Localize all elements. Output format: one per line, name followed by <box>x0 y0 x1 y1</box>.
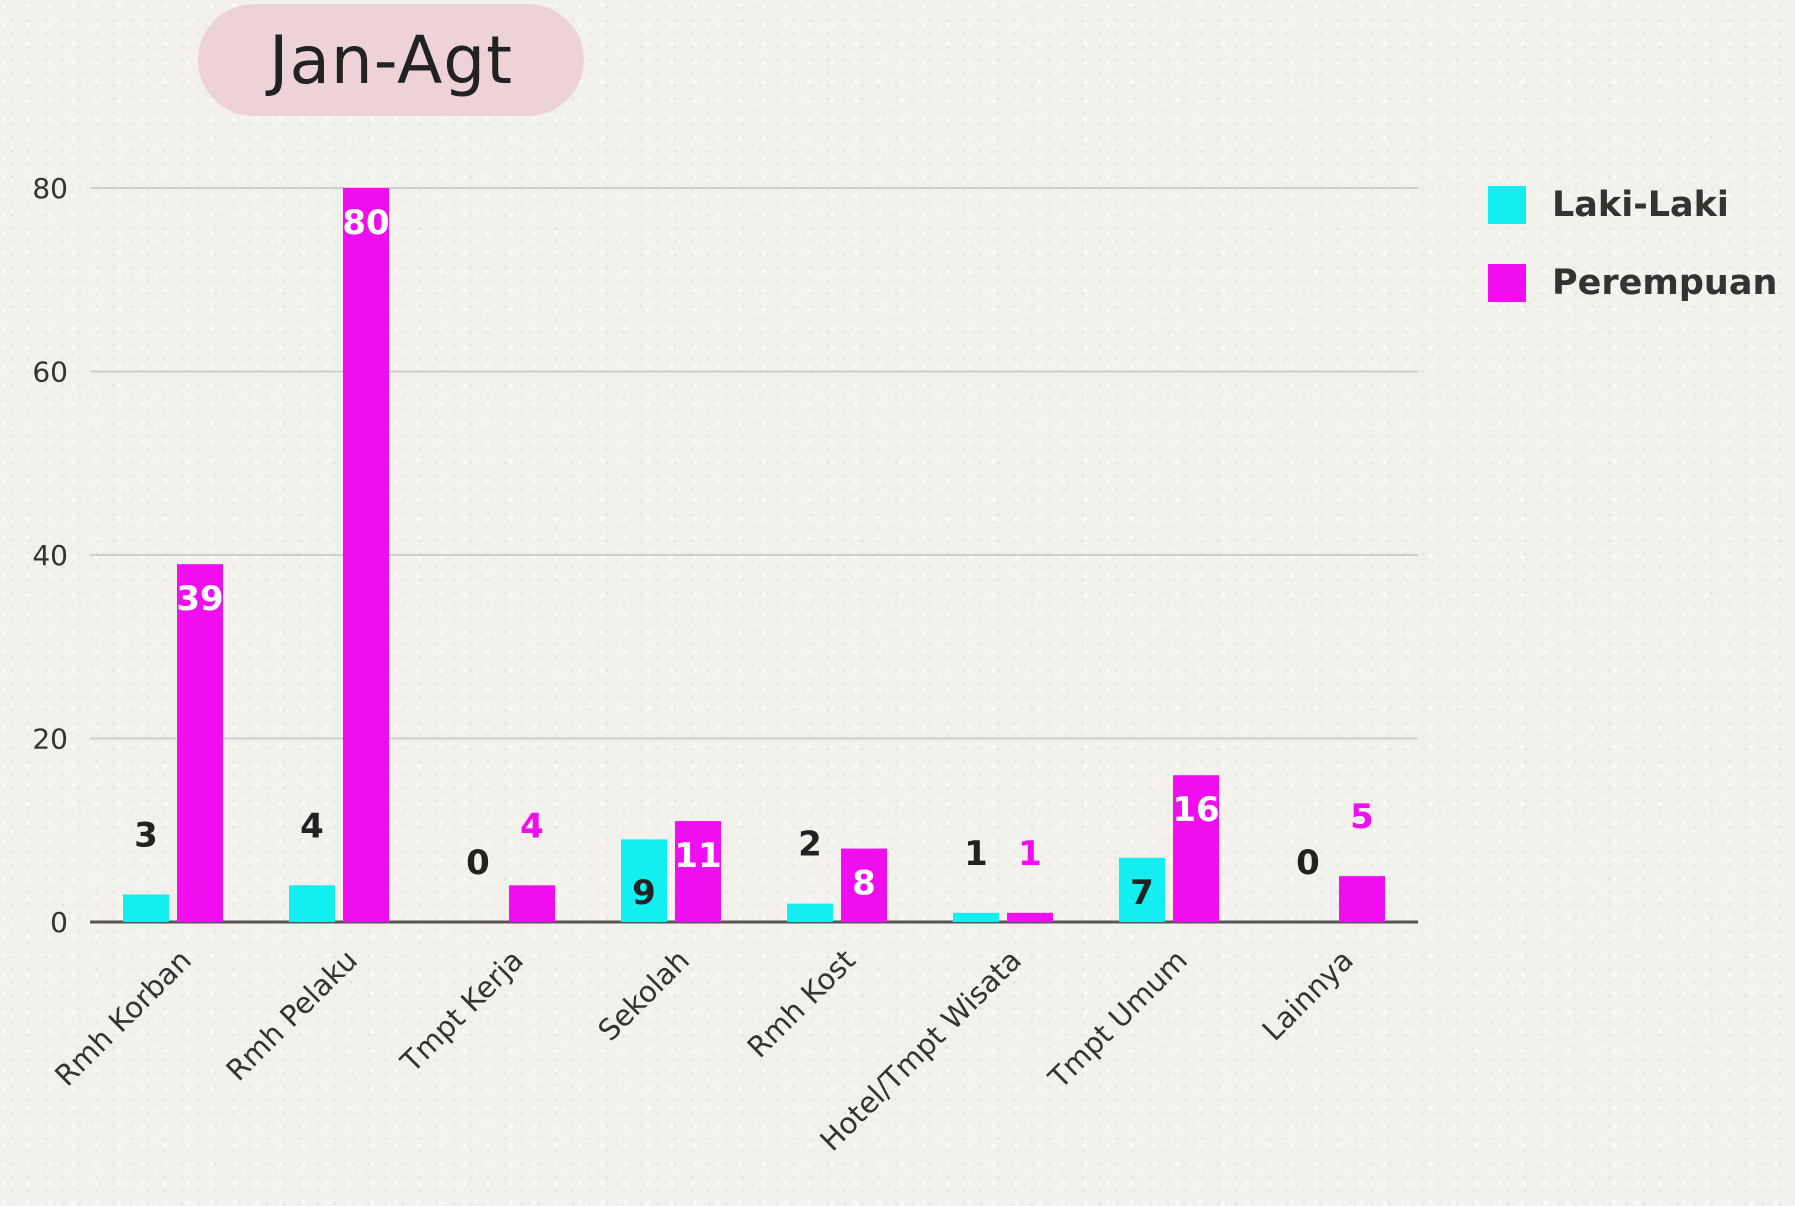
data-label: 39 <box>176 579 223 619</box>
bar-perempuan[interactable] <box>1339 876 1385 922</box>
bar-perempuan[interactable] <box>177 564 223 922</box>
legend-item-perempuan[interactable]: Perempuan <box>1488 244 1777 322</box>
data-label: 1 <box>1018 834 1042 874</box>
bar-laki-laki[interactable] <box>621 839 667 922</box>
x-tick-label: Tmpt Umum <box>1041 943 1194 1096</box>
x-tick-label: Rmh Korban <box>48 943 198 1093</box>
x-tick-label: Rmh Kost <box>740 943 861 1064</box>
y-tick-label: 60 <box>32 356 68 389</box>
data-label: 1 <box>964 834 988 874</box>
bar-perempuan[interactable] <box>509 885 555 922</box>
x-tick-label: Sekolah <box>591 943 696 1048</box>
bar-laki-laki[interactable] <box>289 885 335 922</box>
x-axis-ticks: Rmh Korban Rmh Pelaku Tmpt Kerja Sekolah Rmh… <box>48 943 1360 1158</box>
bar-perempuan[interactable] <box>841 848 887 922</box>
bar-laki-laki[interactable] <box>953 912 999 922</box>
bar-perempuan[interactable] <box>675 821 721 922</box>
legend-label: Laki-Laki <box>1552 185 1729 225</box>
data-label: 0 <box>466 843 490 883</box>
legend: Laki-Laki Perempuan <box>1488 166 1777 322</box>
x-tick-label: Rmh Pelaku <box>219 943 364 1088</box>
y-tick-label: 40 <box>32 539 68 572</box>
data-label: 11 <box>674 836 721 876</box>
chart-title-badge <box>198 4 584 116</box>
bar-laki-laki[interactable] <box>1119 857 1165 922</box>
bar-perempuan[interactable] <box>343 188 389 922</box>
data-label: 80 <box>342 203 389 243</box>
data-label: 2 <box>798 825 822 865</box>
y-tick-label: 80 <box>32 172 68 205</box>
y-tick-label: 0 <box>50 906 68 939</box>
data-label: 3 <box>134 815 158 855</box>
chart-title: Jan-Agt <box>268 21 514 99</box>
data-label: 8 <box>852 864 876 904</box>
bar-perempuan[interactable] <box>1173 775 1219 922</box>
x-tick-label: Tmpt Kerja <box>393 943 530 1080</box>
y-axis-ticks: 0 20 40 60 80 <box>32 172 68 939</box>
data-label: 5 <box>1350 797 1374 837</box>
legend-swatch-perempuan <box>1488 264 1526 302</box>
data-label: 16 <box>1172 790 1219 830</box>
bar-laki-laki[interactable] <box>123 894 169 922</box>
bar-laki-laki[interactable] <box>787 903 833 922</box>
data-label: 9 <box>632 873 656 913</box>
data-label: 0 <box>1296 843 1320 883</box>
bar-perempuan[interactable] <box>1007 912 1053 922</box>
legend-item-laki-laki[interactable]: Laki-Laki <box>1488 166 1777 244</box>
data-label: 4 <box>520 806 544 846</box>
bars <box>123 188 1385 922</box>
x-tick-label: Lainnya <box>1256 943 1360 1047</box>
legend-label: Perempuan <box>1552 263 1778 303</box>
data-label: 4 <box>300 806 324 846</box>
legend-swatch-laki-laki <box>1488 186 1526 224</box>
data-label: 7 <box>1130 873 1154 913</box>
y-tick-label: 20 <box>32 723 68 756</box>
